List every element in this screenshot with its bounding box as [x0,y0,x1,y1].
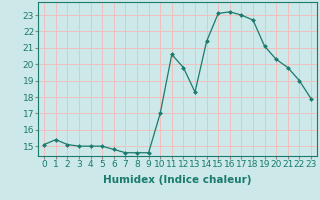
X-axis label: Humidex (Indice chaleur): Humidex (Indice chaleur) [103,175,252,185]
